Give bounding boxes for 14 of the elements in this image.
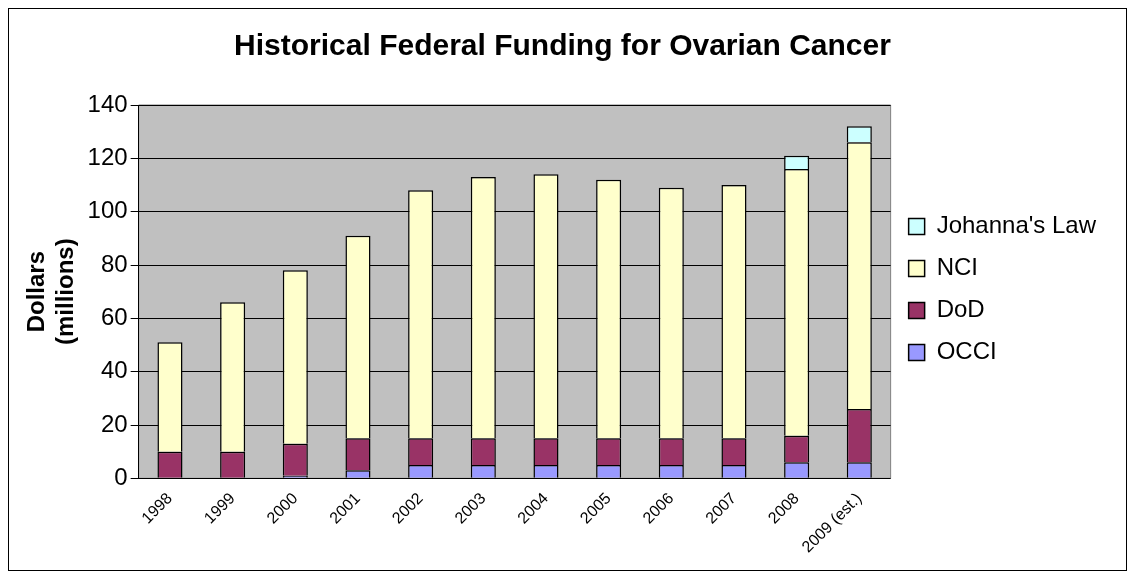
y-tick-label: 100 [87,196,128,224]
y-tick-label: 80 [100,249,128,277]
chart-title: Historical Federal Funding for Ovarian Cancer [234,28,892,62]
y-tick-label: 140 [87,89,128,117]
y-tick-label: 40 [100,356,128,384]
legend-label: Johanna's Law [936,211,1097,239]
y-tick-label: 60 [100,302,128,330]
y-tick-label: 20 [100,409,128,437]
legend-label: DoD [936,295,985,323]
y-tick-label: 0 [114,462,128,490]
legend-label: OCCI [936,337,997,365]
y-axis-title: Dollars (millions) [22,238,78,346]
y-tick-label: 120 [87,142,128,170]
legend-label: NCI [936,253,978,281]
